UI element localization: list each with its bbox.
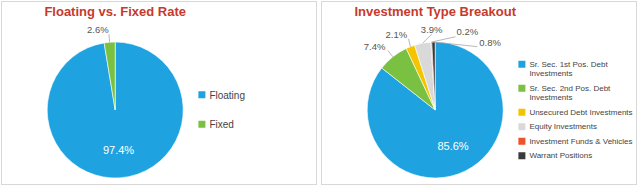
legend-item: Floating [198, 90, 245, 101]
legend-label: Investment Funds & Vehicles [529, 137, 632, 146]
legend-swatch [518, 109, 525, 116]
legend-label: Fixed [209, 119, 233, 130]
legend-label: Equity Investments [529, 122, 597, 131]
chart-panel: Floating vs. Fixed Rate 97.4% 2.6% Floating… [2, 2, 317, 185]
data-label: 2.6% [87, 24, 109, 35]
legend-swatch [198, 121, 205, 128]
data-label: 0.8% [479, 37, 501, 48]
legend-item: Unsecured Debt Investments [518, 108, 632, 117]
legend-label: Sr. Sec. 2nd Pos. Debt Investments [529, 84, 612, 103]
legend-item: Fixed [198, 119, 233, 130]
legend-item: Equity Investments [518, 122, 597, 131]
legend-swatch [518, 138, 525, 145]
chart-title: Floating vs. Fixed Rate [44, 4, 186, 19]
leader-line [433, 42, 477, 47]
data-label: 7.4% [364, 41, 386, 52]
leader-line [423, 34, 432, 43]
legend-label: Warrant Positions [529, 151, 592, 160]
slices [47, 42, 183, 178]
panel-frame [2, 2, 317, 185]
legend-label: Sr. Sec. 1st Pos. Debt Investments [529, 60, 609, 79]
data-label: 85.6% [437, 140, 468, 152]
legend-swatch [518, 152, 525, 159]
pie-slice [104, 42, 115, 110]
slices [367, 42, 503, 178]
leader-line [388, 51, 393, 57]
legend-swatch [198, 91, 205, 98]
pie-slice [367, 42, 503, 178]
legend-item: Sr. Sec. 2nd Pos. Debt Investments [518, 84, 612, 103]
legend: Floating Fixed [198, 90, 245, 131]
data-label: 0.2% [457, 26, 479, 37]
leader-line [409, 39, 411, 47]
chart-canvas: Floating vs. Fixed Rate 97.4% 2.6% Floating… [0, 0, 640, 186]
legend-item: Warrant Positions [518, 151, 592, 160]
legend-item: Sr. Sec. 1st Pos. Debt Investments [518, 60, 609, 79]
legend: Sr. Sec. 1st Pos. Debt Investments Sr. Se… [518, 60, 632, 161]
data-labels: 97.4% 2.6% [87, 24, 134, 156]
legend-swatch [518, 61, 525, 68]
legend-label: Unsecured Debt Investments [529, 108, 632, 117]
leader-line [431, 37, 455, 42]
pie-slice [432, 42, 435, 110]
chart-panel: Investment Type Breakout 85.6% 7.4%2.1% 3.9… [322, 2, 637, 185]
data-label: 2.1% [386, 29, 408, 40]
panel-frame [322, 2, 637, 185]
pie-slice [415, 42, 436, 110]
legend-swatch [518, 85, 525, 92]
legend-label: Floating [209, 90, 245, 101]
legend-swatch [518, 123, 525, 130]
data-label: 97.4% [103, 144, 134, 156]
chart-title: Investment Type Breakout [354, 4, 516, 19]
data-labels: 85.6% 7.4%2.1% 3.9% 0.2%0.8% [364, 24, 502, 152]
leader-line [108, 34, 110, 42]
pie-slice [47, 42, 183, 178]
legend-item: Investment Funds & Vehicles [518, 137, 632, 146]
pie-slice [431, 42, 435, 110]
data-label: 3.9% [421, 24, 443, 35]
